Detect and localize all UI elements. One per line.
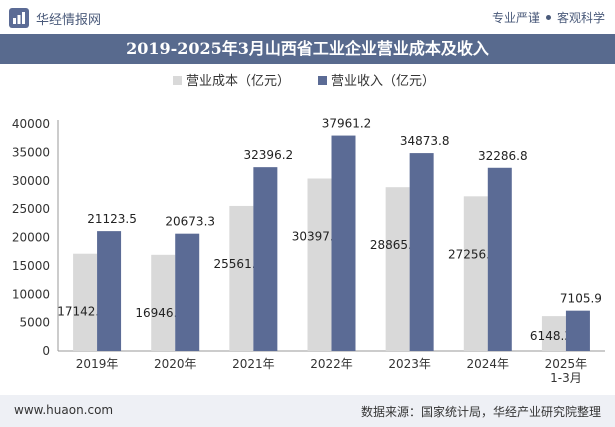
data-label-cost: 28865.9 [370, 238, 420, 252]
bar-cost [385, 187, 410, 351]
footer-source: 数据来源：国家统计局，华经产业研究院整理 [360, 405, 601, 419]
x-tick-label: 1-3月 [550, 371, 582, 385]
tagline-left: 专业严谨 [491, 11, 540, 25]
x-tick-label: 2025年 [545, 357, 588, 371]
data-label-revenue: 21123.5 [87, 212, 137, 226]
brand-name: 华经情报网 [36, 12, 102, 28]
data-label-cost: 30397.5 [292, 229, 342, 243]
tagline-separator-icon [545, 15, 551, 20]
tagline-right: 客观科学 [556, 11, 605, 25]
data-label-revenue: 37961.2 [322, 117, 372, 131]
x-tick-label: 2021年 [232, 357, 275, 371]
y-tick-label: 35000 [12, 145, 50, 159]
x-tick-label: 2023年 [388, 357, 431, 371]
brand-logo-icon [9, 8, 29, 28]
bar-revenue [253, 167, 278, 351]
bar-revenue [565, 310, 590, 351]
footer-bar: www.huaon.com 数据来源：国家统计局，华经产业研究院整理 [0, 395, 615, 427]
x-tick-label: 2024年 [467, 357, 510, 371]
data-label-cost: 16946.8 [135, 306, 185, 320]
legend-label-0: 营业成本（亿元） [186, 74, 290, 89]
y-tick-label: 10000 [12, 287, 50, 301]
y-tick-label: 20000 [12, 231, 50, 245]
y-tick-label: 15000 [12, 259, 50, 273]
bar-cost [463, 196, 488, 351]
bar-revenue [97, 231, 122, 351]
data-label-cost: 25561.5 [214, 257, 264, 271]
bar-cost [151, 254, 176, 351]
data-label-cost: 6148.3 [530, 329, 572, 343]
legend-swatch-1 [318, 76, 327, 85]
data-label-revenue: 7105.9 [560, 292, 602, 306]
brand-logo[interactable]: 华经情报网 [8, 7, 101, 29]
footer-website-link[interactable]: www.huaon.com [14, 403, 114, 417]
bar-chart: 营业成本（亿元） 营业收入（亿元） 0 5000 10000 15000 20000 2500… [12, 74, 605, 385]
data-label-revenue: 20673.3 [165, 215, 215, 229]
chart-title: 2019-2025年3月山西省工业企业营业成本及收入 [0, 34, 615, 64]
bar-cost [73, 253, 98, 351]
x-tick-label: 2019年 [76, 357, 119, 371]
bar-revenue [487, 167, 512, 351]
bar-revenue [175, 233, 200, 351]
y-tick-label: 5000 [19, 316, 50, 330]
data-label-cost: 17142.5 [57, 305, 107, 319]
tagline: 专业严谨 客观科学 [492, 9, 605, 26]
y-tick-label: 0 [42, 344, 50, 358]
bar-revenue [409, 153, 434, 351]
bar-cost [229, 205, 254, 351]
header-bar: 华经情报网 专业严谨 客观科学 [0, 0, 615, 34]
y-tick-label: 40000 [12, 117, 50, 131]
y-tick-label: 25000 [12, 202, 50, 216]
data-label-cost: 27256.1 [448, 247, 498, 261]
bar-cost [307, 178, 332, 351]
data-label-revenue: 32286.8 [478, 149, 528, 163]
x-tick-label: 2022年 [310, 357, 353, 371]
x-tick-label: 2020年 [154, 357, 197, 371]
data-label-revenue: 32396.2 [244, 148, 294, 162]
legend-label-1: 营业收入（亿元） [331, 74, 435, 89]
bar-cost [541, 316, 566, 351]
legend-swatch-0 [173, 76, 182, 85]
data-label-revenue: 34873.8 [400, 134, 450, 148]
y-tick-label: 30000 [12, 174, 50, 188]
bar-revenue [331, 135, 356, 351]
